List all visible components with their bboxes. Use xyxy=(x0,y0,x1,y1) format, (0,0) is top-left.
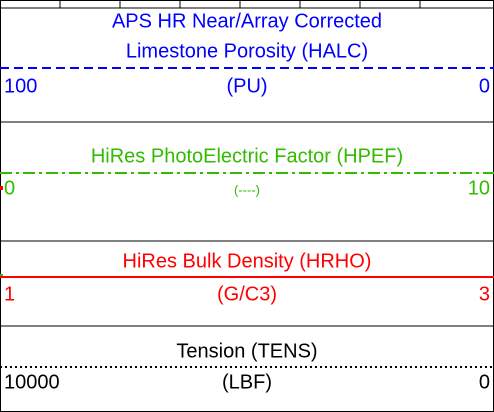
track-title: APS HR Near/Array Corrected xyxy=(112,10,382,32)
scale-right: 0 xyxy=(479,75,490,97)
scale-right: 3 xyxy=(479,283,490,305)
unit: (----) xyxy=(234,182,260,197)
scale-left: 100 xyxy=(4,75,37,97)
scale-right: 0 xyxy=(479,371,490,393)
track-title: HiRes PhotoElectric Factor (HPEF) xyxy=(91,145,403,167)
track-title: Limestone Porosity (HALC) xyxy=(126,40,368,62)
edge-marker xyxy=(0,186,3,190)
scale-left: 10000 xyxy=(4,371,60,393)
unit: (PU) xyxy=(226,75,267,97)
unit: (LBF) xyxy=(222,371,272,393)
unit: (G/C3) xyxy=(217,283,277,305)
scale-right: 10 xyxy=(468,177,490,199)
track-title: Tension (TENS) xyxy=(176,340,317,362)
scale-left: 0 xyxy=(4,177,15,199)
scale-left: 1 xyxy=(4,283,15,305)
track-title: HiRes Bulk Density (HRHO) xyxy=(123,250,372,272)
